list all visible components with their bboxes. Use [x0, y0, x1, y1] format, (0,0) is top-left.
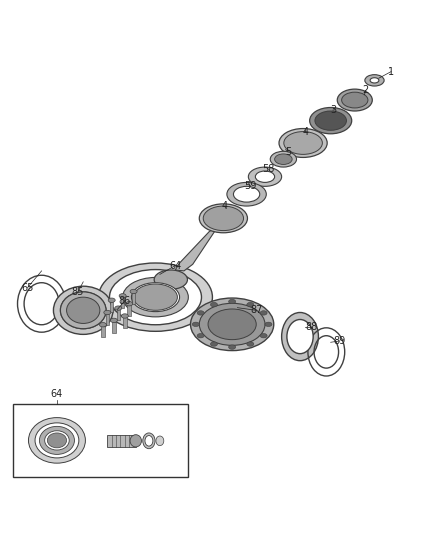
Ellipse shape — [156, 436, 164, 446]
Ellipse shape — [99, 263, 212, 332]
Bar — [106, 314, 109, 325]
Ellipse shape — [45, 431, 69, 450]
Ellipse shape — [67, 297, 100, 324]
Text: 4: 4 — [303, 127, 309, 137]
Ellipse shape — [191, 298, 274, 351]
Ellipse shape — [210, 342, 217, 346]
Ellipse shape — [130, 435, 141, 447]
Ellipse shape — [206, 208, 241, 229]
Text: 85: 85 — [72, 287, 84, 297]
Ellipse shape — [47, 433, 67, 448]
Ellipse shape — [199, 204, 247, 233]
Text: 4: 4 — [221, 201, 227, 211]
Text: 86: 86 — [119, 296, 131, 305]
Ellipse shape — [227, 182, 266, 206]
Ellipse shape — [119, 294, 126, 298]
Bar — [121, 297, 124, 308]
Ellipse shape — [370, 78, 379, 83]
Text: 89: 89 — [333, 336, 346, 346]
Polygon shape — [175, 226, 218, 271]
Text: 64: 64 — [169, 261, 181, 271]
Ellipse shape — [211, 302, 217, 307]
Ellipse shape — [337, 89, 372, 111]
Ellipse shape — [145, 435, 153, 446]
Ellipse shape — [60, 292, 106, 329]
Ellipse shape — [28, 418, 85, 463]
Ellipse shape — [315, 111, 346, 130]
Ellipse shape — [35, 423, 79, 458]
Ellipse shape — [286, 133, 320, 153]
Ellipse shape — [287, 319, 313, 354]
Polygon shape — [107, 435, 136, 447]
Ellipse shape — [345, 94, 364, 106]
Ellipse shape — [154, 270, 187, 289]
Ellipse shape — [233, 187, 260, 202]
Text: 5: 5 — [285, 147, 291, 157]
Text: 64: 64 — [51, 389, 63, 399]
Ellipse shape — [104, 310, 111, 314]
Ellipse shape — [123, 278, 188, 317]
Text: 59: 59 — [244, 181, 257, 191]
Ellipse shape — [108, 298, 115, 302]
Ellipse shape — [134, 284, 177, 310]
Bar — [101, 326, 105, 337]
Ellipse shape — [248, 167, 282, 187]
Ellipse shape — [284, 132, 322, 155]
Ellipse shape — [39, 426, 74, 455]
Bar — [117, 310, 120, 320]
Bar — [110, 302, 113, 312]
Ellipse shape — [229, 300, 236, 304]
Polygon shape — [154, 280, 187, 288]
Text: 65: 65 — [21, 282, 34, 293]
Ellipse shape — [53, 286, 113, 334]
Ellipse shape — [265, 322, 272, 327]
Ellipse shape — [260, 334, 267, 338]
Ellipse shape — [197, 334, 204, 338]
Ellipse shape — [110, 270, 201, 325]
Bar — [132, 293, 135, 304]
Ellipse shape — [192, 322, 199, 327]
Ellipse shape — [203, 206, 244, 231]
Ellipse shape — [208, 309, 256, 340]
Bar — [112, 322, 116, 333]
Ellipse shape — [143, 433, 155, 449]
Bar — [13, 405, 188, 477]
Text: 58: 58 — [262, 164, 274, 174]
Ellipse shape — [99, 322, 106, 327]
Ellipse shape — [317, 112, 345, 130]
Bar — [127, 305, 131, 316]
Ellipse shape — [229, 345, 236, 349]
Ellipse shape — [110, 318, 117, 322]
Ellipse shape — [275, 154, 292, 165]
Text: 88: 88 — [306, 322, 318, 332]
Ellipse shape — [255, 171, 275, 182]
Ellipse shape — [115, 306, 122, 310]
Ellipse shape — [199, 303, 265, 345]
Ellipse shape — [342, 92, 368, 108]
Ellipse shape — [365, 75, 384, 86]
Ellipse shape — [131, 282, 180, 312]
Ellipse shape — [310, 108, 352, 134]
Ellipse shape — [282, 312, 318, 361]
Ellipse shape — [60, 292, 106, 329]
Bar — [123, 317, 127, 328]
Text: 1: 1 — [388, 67, 394, 77]
Ellipse shape — [279, 128, 327, 157]
Ellipse shape — [121, 314, 128, 318]
Ellipse shape — [247, 302, 254, 307]
Ellipse shape — [270, 151, 297, 167]
Ellipse shape — [197, 311, 204, 315]
Ellipse shape — [130, 289, 137, 294]
Text: 2: 2 — [363, 85, 369, 95]
Ellipse shape — [126, 302, 133, 306]
Text: 87: 87 — [250, 305, 262, 316]
Ellipse shape — [247, 342, 254, 346]
Ellipse shape — [260, 311, 267, 315]
Text: 3: 3 — [330, 105, 336, 115]
